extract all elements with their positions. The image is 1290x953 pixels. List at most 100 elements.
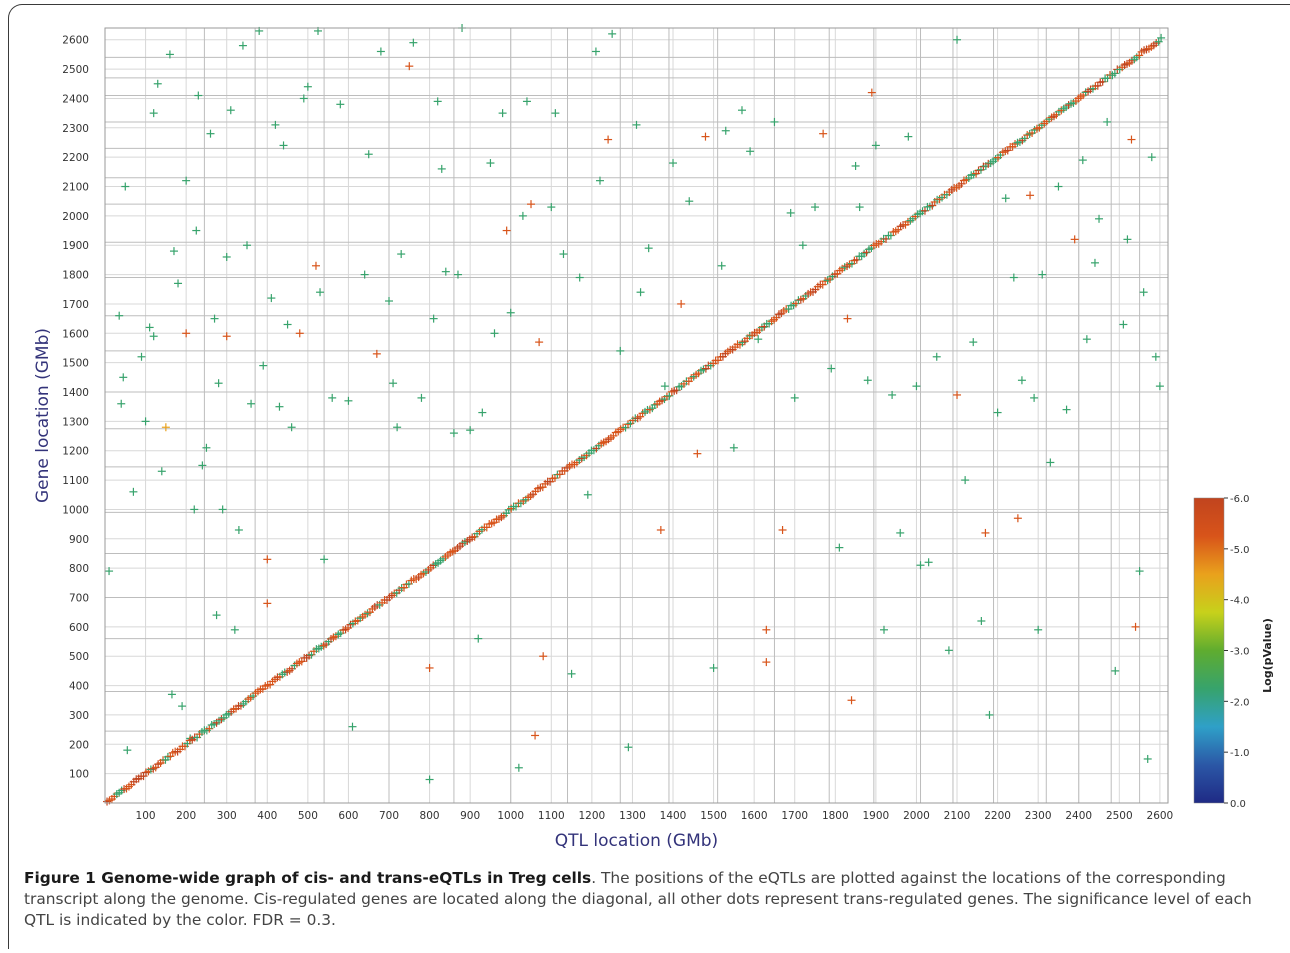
trans-eqtl-point	[912, 382, 921, 391]
x-tick-label: 1900	[863, 810, 890, 822]
trans-eqtl-point	[770, 117, 779, 126]
x-tick-label: 1600	[741, 810, 768, 822]
chromosome-boundaries	[105, 28, 1168, 803]
x-tick-label: 1800	[822, 810, 849, 822]
y-tick-label: 700	[69, 593, 89, 605]
y-tick-label: 1700	[62, 299, 89, 311]
x-tick-label: 200	[176, 810, 196, 822]
trans-eqtl-point	[502, 226, 511, 235]
y-tick-label: 1500	[62, 358, 89, 370]
trans-eqtl-point	[977, 616, 986, 625]
trans-eqtl-point	[320, 555, 329, 564]
trans-eqtl-point	[644, 244, 653, 253]
trans-eqtl-point	[1123, 235, 1132, 244]
x-tick-label: 1200	[579, 810, 606, 822]
trans-eqtl-point	[790, 393, 799, 402]
colorbar-label: Log(pValue)	[1261, 618, 1274, 693]
trans-eqtl-point	[275, 402, 284, 411]
y-tick-label: 1400	[62, 387, 89, 399]
y-axis-ticks: 100 200 300 400 500 600 700 800 900 1000 1100 1200 1…	[62, 35, 89, 781]
x-tick-label: 600	[338, 810, 358, 822]
trans-eqtl-point	[212, 611, 221, 620]
trans-eqtl-point	[279, 141, 288, 150]
y-tick-label: 1900	[62, 240, 89, 252]
x-tick-label: 1700	[781, 810, 808, 822]
trans-eqtl-point	[194, 91, 203, 100]
trans-eqtl-point	[693, 449, 702, 458]
trans-eqtl-point	[149, 332, 158, 341]
trans-eqtl-point	[218, 505, 227, 514]
cis-eqtl-point	[1157, 33, 1166, 42]
trans-eqtl-point	[798, 241, 807, 250]
caption-title: Figure 1 Genome-wide graph of cis- and t…	[24, 869, 592, 887]
trans-eqtl-point	[567, 669, 576, 678]
eqtl-scatter-plot: 100 200 300 400 500 600 700 800 900 1000 1100 1200 1…	[33, 24, 1274, 851]
trans-eqtl-point	[271, 120, 280, 129]
trans-eqtl-point	[1139, 288, 1148, 297]
trans-eqtl-point	[591, 47, 600, 56]
trans-eqtl-point	[656, 525, 665, 534]
trans-eqtl-point	[575, 273, 584, 282]
x-axis-ticks: 100 200 300 400 500 600 700 800 900 1000 1100 1200 1…	[136, 810, 1174, 822]
trans-eqtl-point	[981, 528, 990, 537]
colorbar-tick-label: 0.0	[1230, 799, 1246, 810]
trans-eqtl-point	[604, 135, 613, 144]
y-tick-label: 1800	[62, 270, 89, 282]
trans-eqtl-point	[896, 528, 905, 537]
trans-eqtl-point	[1155, 382, 1164, 391]
y-tick-label: 400	[69, 681, 89, 693]
trans-eqtl-point	[632, 120, 641, 129]
x-tick-label: 300	[217, 810, 237, 822]
trans-eqtl-point	[819, 129, 828, 138]
trans-eqtl-point	[1013, 514, 1022, 523]
trans-eqtl-point	[721, 126, 730, 135]
trans-eqtl-point	[1082, 335, 1091, 344]
trans-eqtl-point	[871, 141, 880, 150]
trans-eqtl-point	[1090, 258, 1099, 267]
trans-eqtl-point	[202, 443, 211, 452]
y-tick-label: 2200	[62, 152, 89, 164]
trans-eqtl-point	[786, 208, 795, 217]
trans-eqtl-point	[1078, 156, 1087, 165]
trans-eqtl-point	[129, 487, 138, 496]
trans-eqtl-point	[364, 150, 373, 159]
trans-eqtl-point	[506, 308, 515, 317]
trans-eqtl-point	[259, 361, 268, 370]
y-tick-label: 2300	[62, 123, 89, 135]
trans-eqtl-point	[835, 543, 844, 552]
trans-eqtl-point	[453, 270, 462, 279]
trans-eqtl-point	[192, 226, 201, 235]
y-tick-label: 2000	[62, 211, 89, 223]
trans-eqtl-point	[762, 658, 771, 667]
trans-eqtl-point	[1111, 666, 1120, 675]
trans-eqtl-point	[539, 652, 548, 661]
colorbar-gradient	[1193, 497, 1225, 804]
trans-eqtl-point	[376, 47, 385, 56]
trans-eqtl-point	[595, 176, 604, 185]
trans-eqtl-point	[238, 41, 247, 50]
trans-eqtl-point	[746, 147, 755, 156]
trans-eqtl-point	[182, 176, 191, 185]
trans-eqtl-point	[729, 443, 738, 452]
trans-eqtl-point	[441, 267, 450, 276]
trans-eqtl-point	[478, 408, 487, 417]
trans-eqtl-point	[1127, 135, 1136, 144]
x-tick-label: 2600	[1147, 810, 1174, 822]
trans-eqtl-point	[360, 270, 369, 279]
trans-eqtl-point	[762, 625, 771, 634]
trans-eqtl-point	[449, 429, 458, 438]
trans-eqtl-point	[385, 297, 394, 306]
y-tick-label: 300	[69, 710, 89, 722]
trans-eqtl-point	[206, 129, 215, 138]
colorbar-tick-label: -2.0	[1230, 697, 1250, 708]
trans-eqtl-point	[514, 763, 523, 772]
trans-eqtl-point	[153, 79, 162, 88]
trans-eqtl-point	[267, 294, 276, 303]
trans-eqtl-point	[709, 663, 718, 672]
colorbar-tick-label: -3.0	[1230, 647, 1250, 658]
trans-eqtl-point	[226, 106, 235, 115]
y-axis-label: Gene location (GMb)	[33, 328, 53, 503]
trans-eqtl-point	[198, 461, 207, 470]
x-tick-label: 1500	[700, 810, 727, 822]
trans-eqtl-point	[474, 634, 483, 643]
